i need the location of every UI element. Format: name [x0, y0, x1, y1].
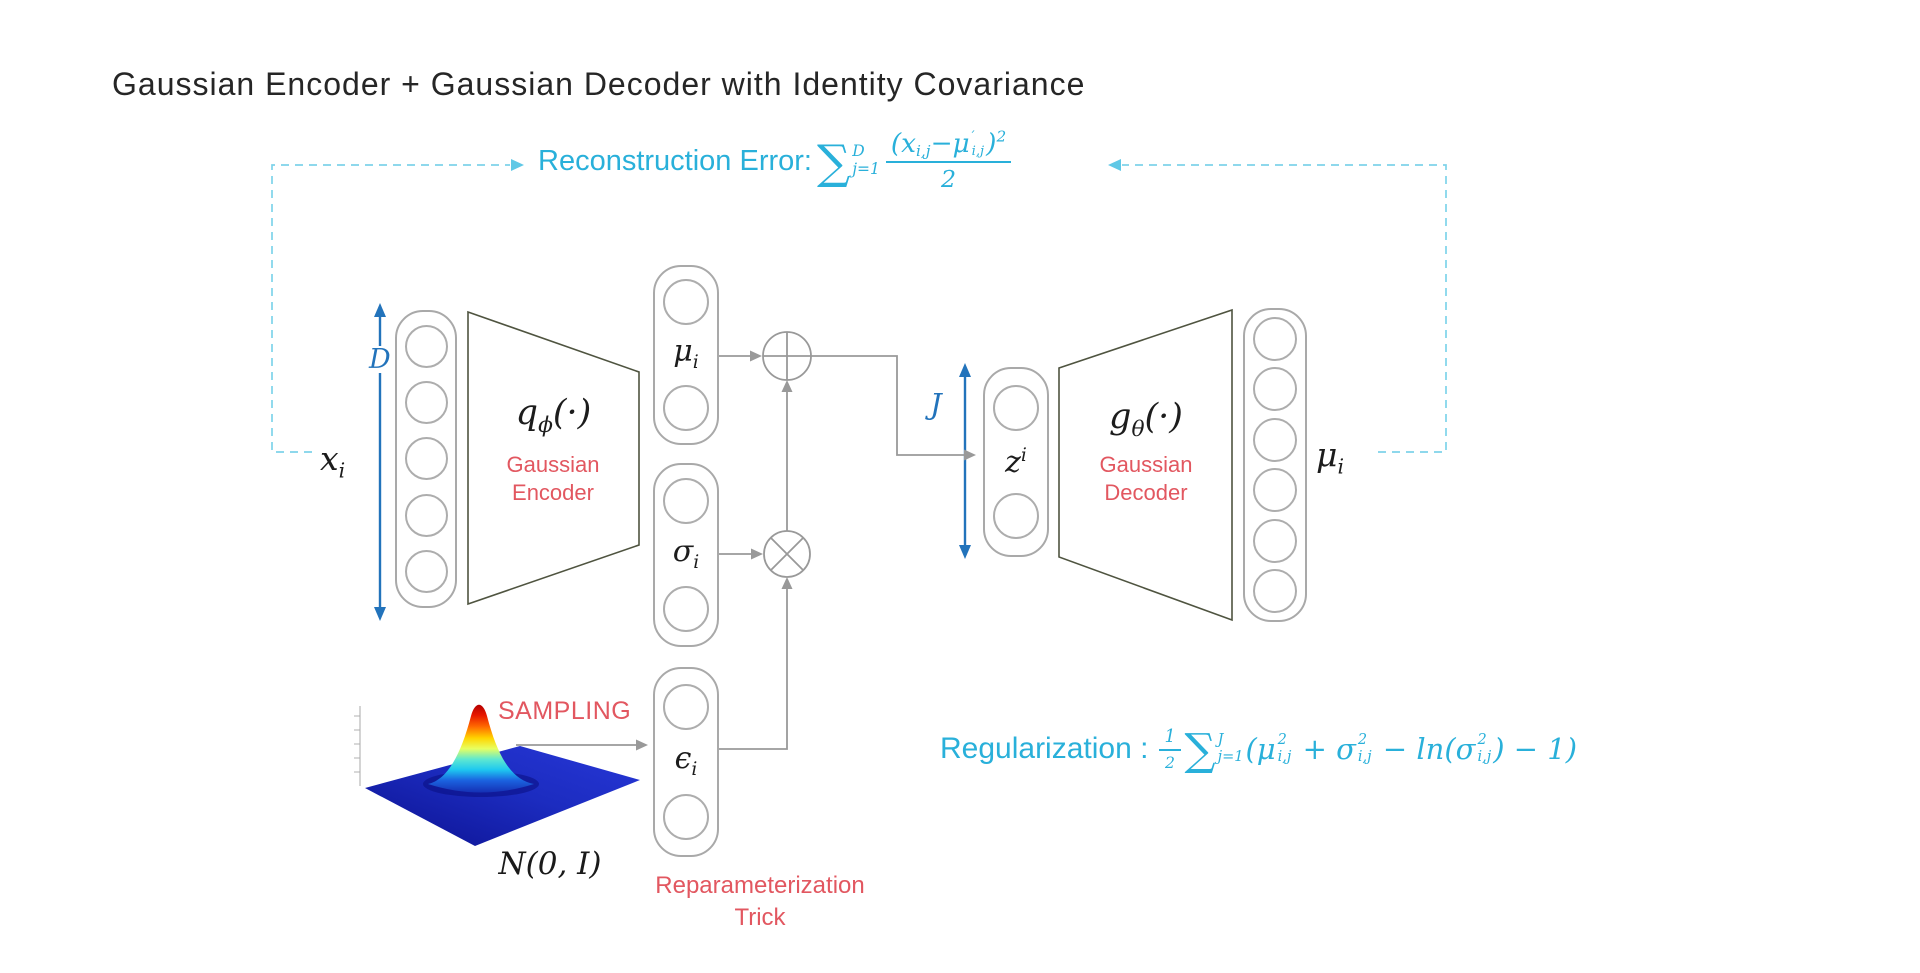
- neuron-node: [663, 279, 709, 326]
- sampling-arrowhead-icon: [636, 739, 648, 751]
- neuron-node: [404, 493, 448, 537]
- latent-z-layer: zi: [983, 367, 1049, 557]
- plus-to-z-line: [811, 355, 964, 456]
- neuron-node: [404, 381, 448, 425]
- reparameterization-trick-label: Reparameterization Trick: [655, 872, 865, 931]
- output-layer: [1243, 308, 1307, 622]
- sampling-label: SAMPLING: [498, 697, 632, 725]
- times-to-plus-arrowhead-icon: [781, 380, 793, 392]
- z-label: zi: [1005, 444, 1027, 480]
- sigma-to-times-arrowhead-icon: [751, 548, 763, 560]
- normal-distribution-label: N(0, I): [498, 846, 602, 882]
- encoder-function-label: qϕ(·): [515, 393, 592, 438]
- mu-label: μi: [673, 334, 699, 374]
- latent-dimension-label: J: [930, 387, 942, 421]
- decoder-sublabel: Gaussian Decoder: [1099, 452, 1193, 505]
- connectors: [516, 350, 976, 751]
- neuron-node: [1253, 316, 1297, 361]
- neuron-node: [663, 478, 709, 525]
- neuron-node: [1253, 569, 1297, 614]
- gaussian-3d-plot: [354, 704, 640, 846]
- decoder-trapezoid: [1058, 308, 1233, 622]
- epsilon-to-times-line: [719, 589, 788, 750]
- times-operator-icon: [763, 530, 811, 578]
- neuron-node: [1253, 417, 1297, 462]
- neuron-node: [404, 325, 448, 369]
- input-dimension-label: D: [366, 346, 394, 373]
- input-layer: [395, 310, 457, 608]
- feedback-left-arrowhead-icon: [511, 159, 524, 171]
- input-x-label: xi: [320, 439, 346, 483]
- neuron-node: [404, 437, 448, 481]
- plus-to-z-arrowhead-icon: [964, 449, 976, 461]
- dashed-feedback-right: [1122, 164, 1447, 453]
- neuron-node: [663, 794, 709, 841]
- feedback-right-arrowhead-icon: [1108, 159, 1121, 171]
- mu-to-plus-arrowhead-icon: [750, 350, 762, 362]
- encoder-sublabel: Gaussian Encoder: [506, 452, 600, 505]
- neuron-node: [1253, 518, 1297, 563]
- decoder-function-label: gθ(·): [1109, 397, 1183, 442]
- neuron-node: [663, 683, 709, 730]
- sigma-label: σi: [672, 534, 700, 574]
- neuron-node: [993, 384, 1039, 431]
- neuron-node: [993, 493, 1039, 540]
- regularization-label: Regularization :: [940, 732, 1149, 765]
- output-mu-label: μi: [1316, 435, 1344, 479]
- plus-operator-icon: [762, 331, 812, 381]
- epsilon-label: ϵi: [674, 741, 698, 781]
- slide-title: Gaussian Encoder + Gaussian Decoder with…: [112, 66, 1086, 102]
- epsilon-to-times-arrowhead-icon: [781, 577, 793, 589]
- neuron-node: [404, 549, 448, 593]
- epsilon-layer: ϵi: [653, 667, 719, 857]
- neuron-node: [663, 585, 709, 632]
- encoder-trapezoid: [467, 310, 640, 606]
- neuron-node: [663, 384, 709, 431]
- dimension-arrow-J: [959, 363, 971, 559]
- gaussian-bump: [428, 704, 534, 793]
- neuron-node: [1253, 367, 1297, 412]
- dashed-feedback-left: [271, 164, 510, 453]
- reconstruction-error-label: Reconstruction Error:: [538, 144, 812, 177]
- neuron-node: [1253, 468, 1297, 513]
- sigma-layer: σi: [653, 463, 719, 647]
- mu-layer: μi: [653, 265, 719, 445]
